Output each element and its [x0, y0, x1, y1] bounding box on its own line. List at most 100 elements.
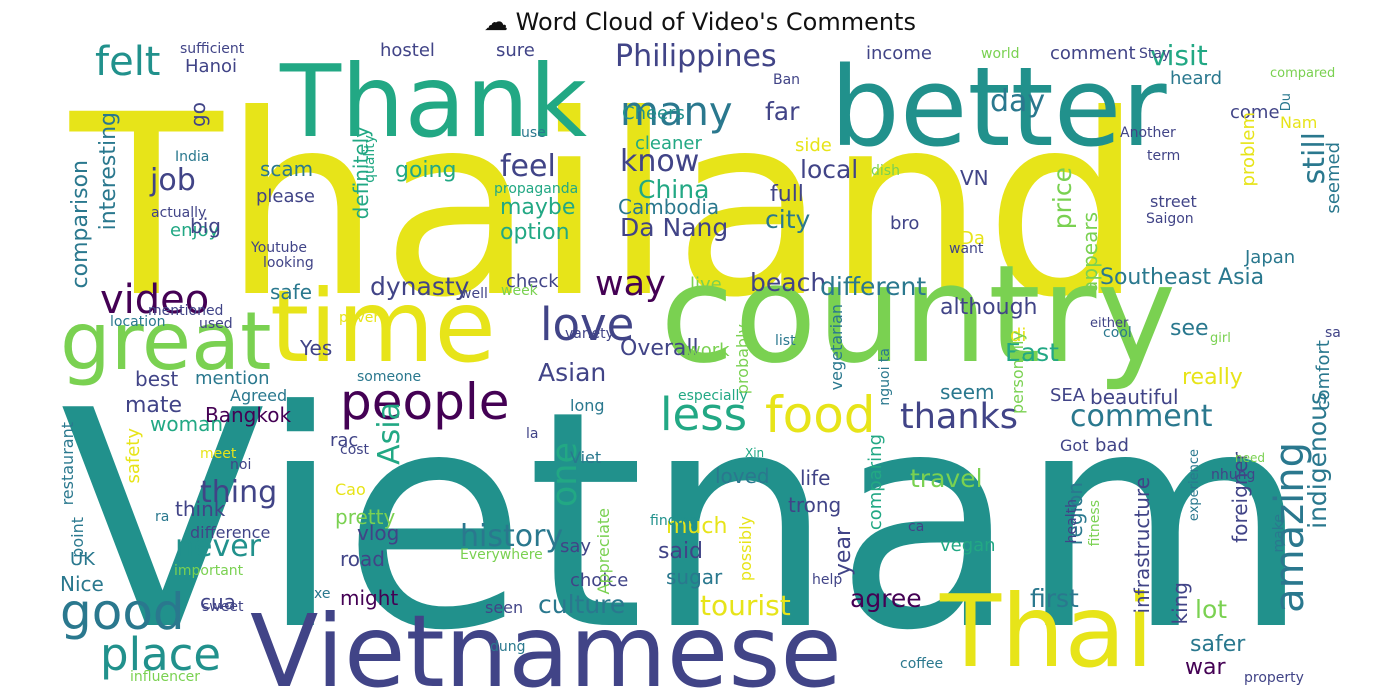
word-think: think [175, 497, 226, 521]
word-xin: Xin [745, 446, 765, 460]
word-location: location [110, 314, 166, 330]
word-uk: UK [70, 549, 95, 570]
word-variety: variety [565, 326, 614, 342]
word-list: list [775, 333, 796, 349]
word-viet: Viet [570, 448, 602, 467]
word-beach: beach [750, 268, 827, 297]
word-income: income [866, 43, 932, 64]
word-dung: dung [490, 639, 526, 655]
word-first: first [1030, 584, 1079, 613]
word-southeast-asia: Southeast Asia [1100, 265, 1265, 290]
word-someone: someone [357, 369, 422, 385]
word-thing: thing [200, 475, 278, 510]
word-du: Du [1279, 93, 1294, 112]
word-agree: agree [850, 584, 922, 613]
word-used: used [199, 316, 233, 332]
word-la: la [526, 426, 539, 442]
word-everywhere: Everywhere [460, 547, 543, 563]
word-culture: culture [538, 590, 626, 619]
word-bangkok: Bangkok [205, 403, 292, 427]
word-felt: felt [95, 42, 161, 85]
word-thailand: Thailand [70, 61, 1144, 352]
word-vegan: vegan [940, 535, 996, 556]
word-interesting: interesting [96, 112, 121, 231]
word-infrastructure: infrastructure [1130, 477, 1154, 614]
word-loved: loved [715, 464, 770, 488]
word-bro: bro [890, 213, 920, 234]
word-possibly: possibly [736, 516, 755, 582]
word-go: go [186, 102, 210, 127]
word-local: local [800, 155, 859, 184]
word-full: full [770, 182, 804, 207]
word-got: Got [1060, 436, 1089, 455]
word-mentioned: mentioned [148, 303, 224, 319]
word-woman: woman [150, 412, 224, 436]
word-vn: VN [960, 166, 989, 190]
word-cua: cua [200, 590, 236, 614]
word-maybe: maybe [500, 195, 576, 220]
word-propaganda: propaganda [494, 181, 579, 197]
word-china: China [638, 175, 710, 204]
word-cost: cost [340, 442, 370, 458]
word-come: come [1230, 102, 1280, 123]
word-point: point [68, 517, 87, 558]
word-side: side [795, 135, 832, 156]
word-cool: cool [1103, 325, 1132, 341]
word-vlog: vlog [357, 521, 400, 545]
word-stay: Stay [1139, 46, 1171, 62]
word-king: king [1168, 582, 1192, 625]
word-better: better [830, 43, 1167, 171]
word-said: said [658, 539, 704, 564]
word-comfort: comfort [1313, 340, 1334, 411]
word-sweet: sweet [202, 599, 244, 615]
word-never: never [175, 529, 262, 564]
word-really: really [1182, 365, 1243, 390]
word-beautiful: beautiful [1090, 385, 1179, 409]
word-cloud: Thailand Vietnam Vietnamese country better Th… [60, 42, 1340, 692]
word-coffee: coffee [900, 656, 944, 672]
word-sure: sure [496, 42, 535, 61]
word-love: love [540, 298, 635, 351]
word-pretty: pretty [335, 505, 396, 529]
word-rac: rac [330, 430, 359, 451]
word-da: Da [960, 228, 985, 249]
word-bad: bad [1095, 435, 1129, 456]
word-asia: Asia [372, 402, 407, 465]
word-property: property [1244, 670, 1304, 686]
word-cleaner: cleaner [635, 133, 702, 154]
word-probably: probably [733, 324, 752, 395]
word-might: might [340, 586, 399, 610]
word-girl: girl [1210, 331, 1231, 346]
word-xe: xe [314, 586, 331, 602]
word-world: world [981, 46, 1020, 62]
word-india: India [175, 149, 210, 165]
word-although: although [940, 295, 1038, 320]
word-nhung: nhung [1211, 467, 1256, 483]
word-thanks: thanks [900, 397, 1019, 437]
word-actually: actually [151, 205, 207, 221]
word-make: make [1271, 514, 1287, 553]
word-time: time [270, 268, 496, 385]
word-nam: Nam [1280, 113, 1318, 132]
word-day: day [990, 84, 1046, 119]
word-east: East [1005, 338, 1059, 367]
word-cambodia: Cambodia [618, 195, 720, 219]
word-saigon: Saigon [1146, 211, 1194, 227]
word-ca: ca [908, 519, 925, 535]
word-influencer: influencer [130, 669, 201, 685]
word-price: price [1048, 167, 1077, 230]
word-youtube: Youtube [251, 240, 307, 256]
word-health: health [1064, 499, 1080, 544]
word-video: video [100, 277, 210, 323]
word-say: say [560, 536, 592, 557]
word-poverty: poverty [339, 310, 393, 326]
word-far: far [765, 97, 800, 126]
word-japan: Japan [1245, 247, 1296, 268]
word-people: people [340, 373, 510, 431]
word-comparing: comparing [865, 434, 886, 531]
word-much: much [666, 514, 728, 539]
word-best: best [135, 367, 179, 391]
word-indigenous: indigenous [1303, 392, 1332, 529]
word-asian: Asian [538, 358, 607, 387]
word-know: know [620, 144, 700, 179]
